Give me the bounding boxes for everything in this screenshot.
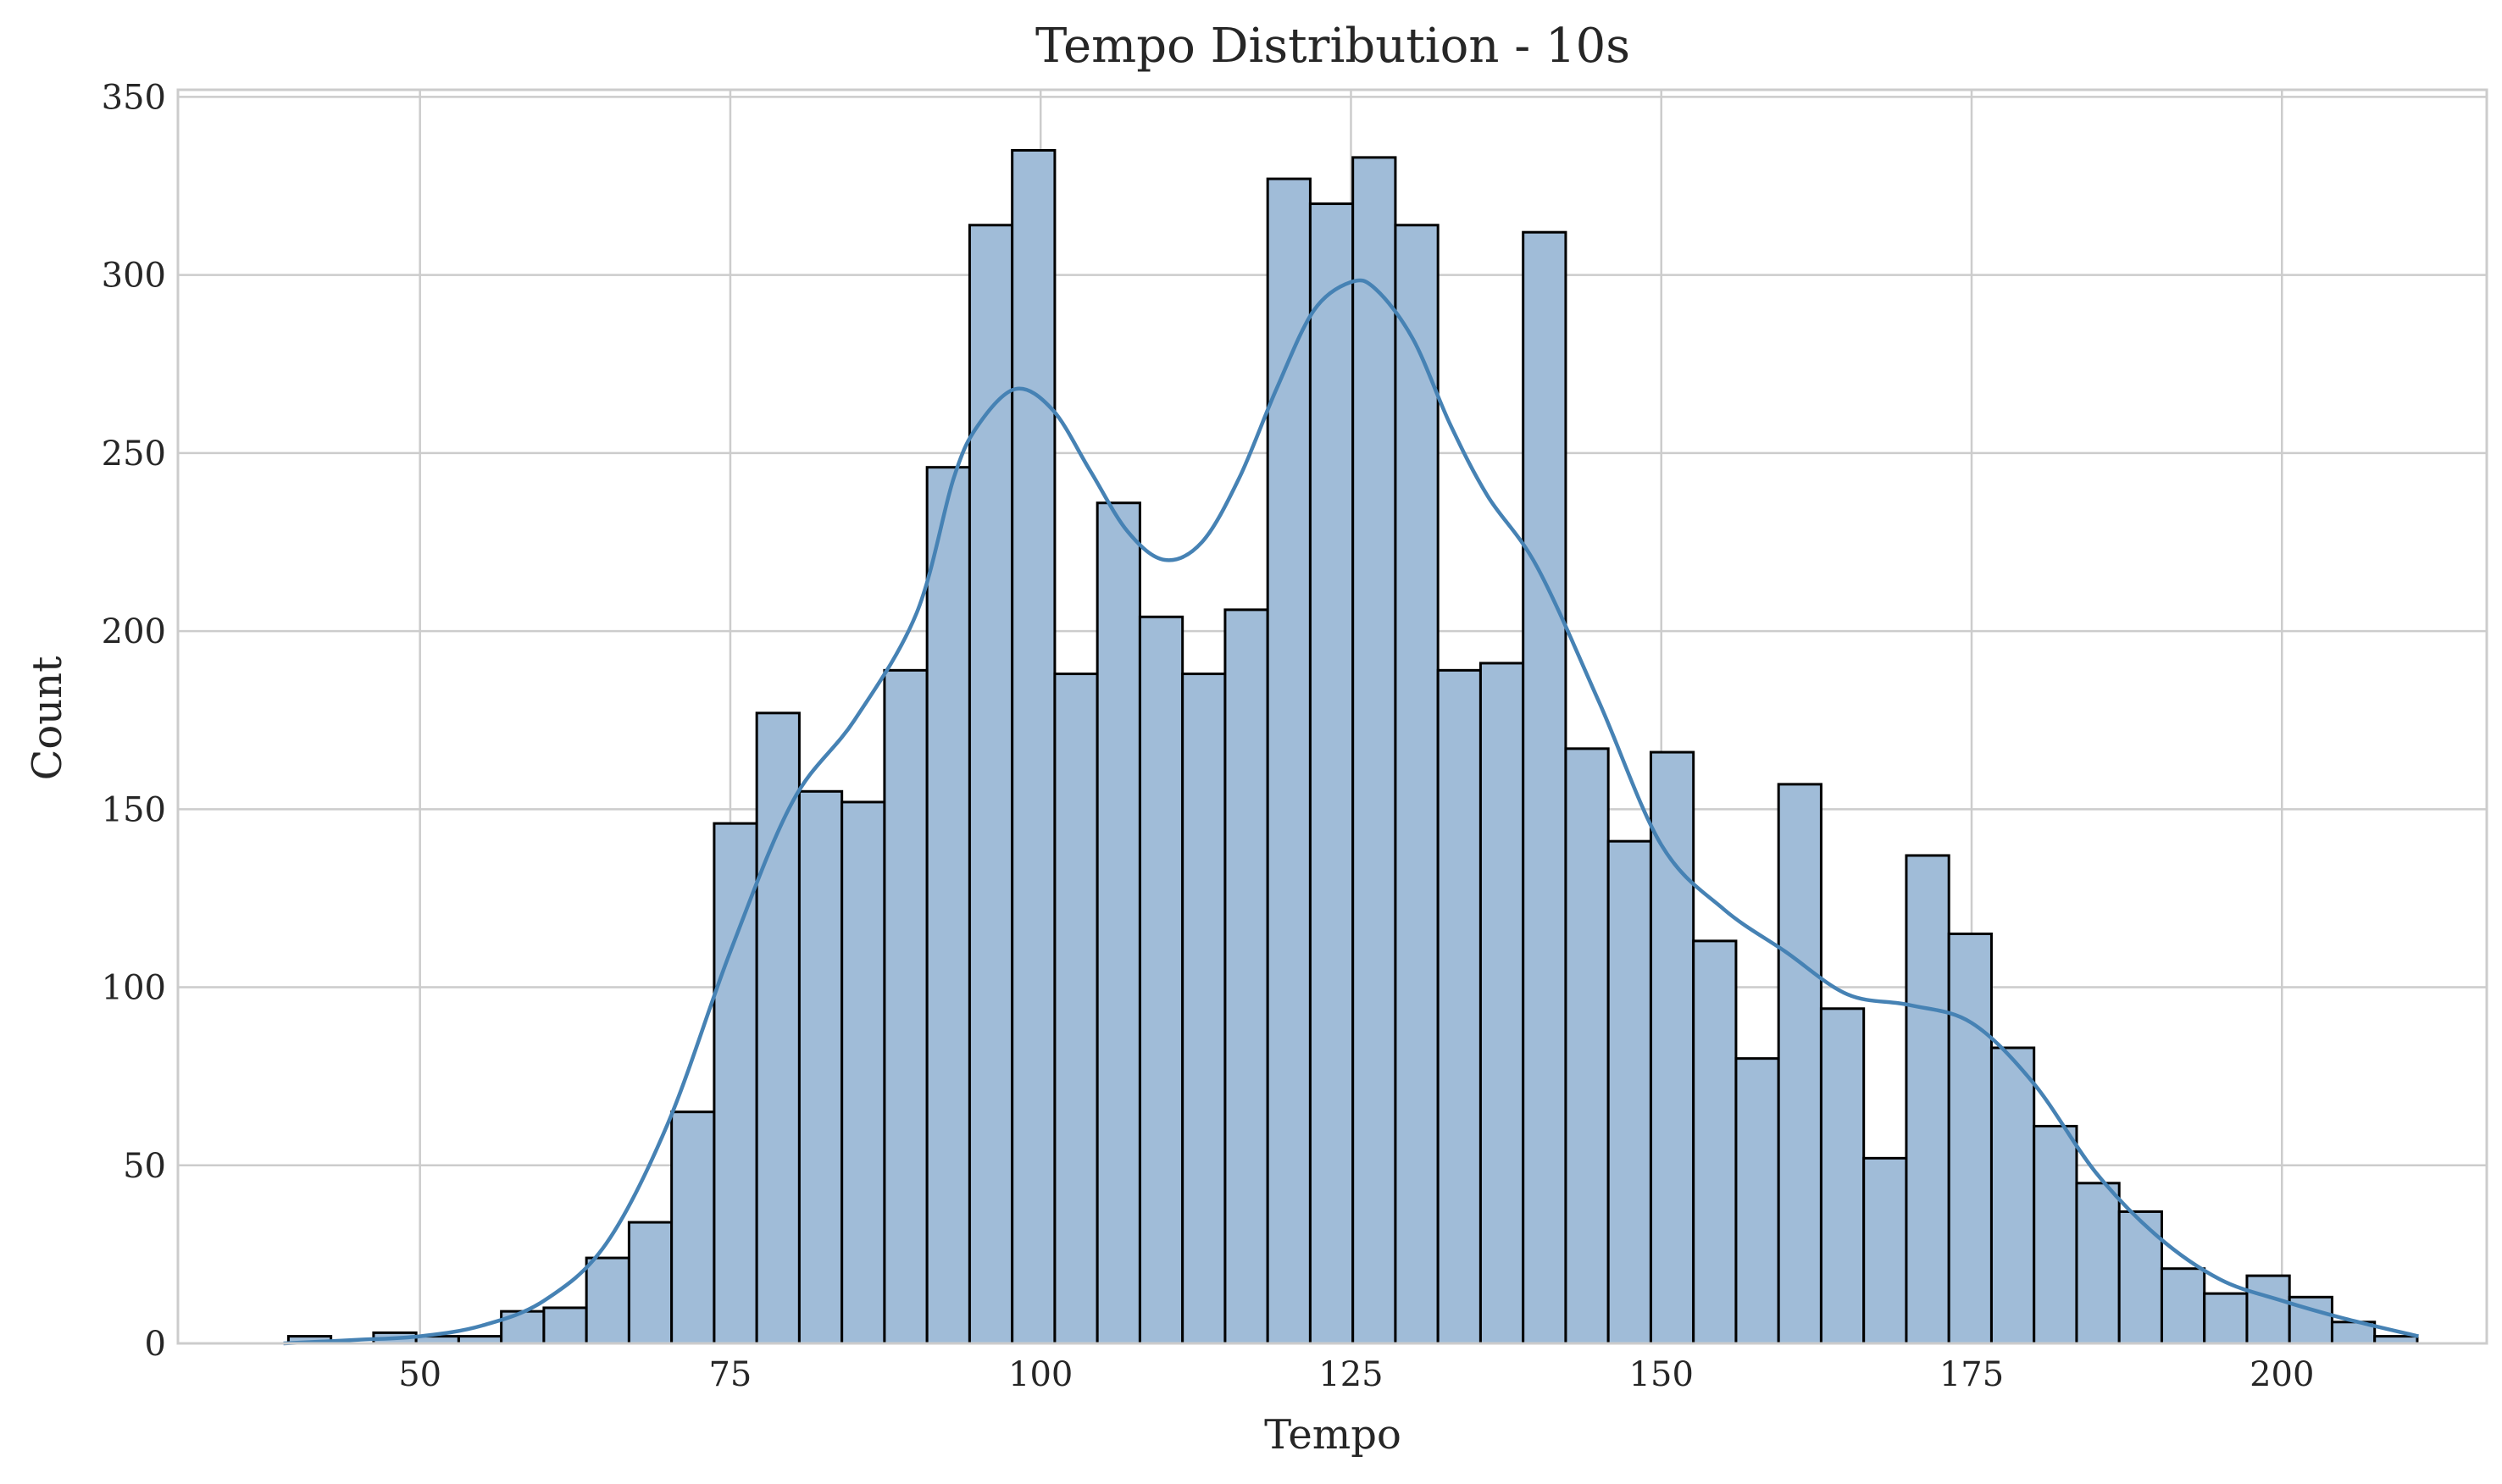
histogram-bar (2160, 1267, 2206, 1345)
histogram-bar (1522, 230, 1567, 1345)
histogram-bar (1394, 224, 1440, 1345)
histogram-bar (1862, 1156, 1908, 1345)
histogram-bar (1011, 148, 1057, 1345)
histogram-bar (670, 1110, 716, 1345)
kde-curve-group (283, 278, 2419, 1346)
x-tick-label: 175 (1939, 1355, 2004, 1394)
histogram-bar (1266, 177, 1312, 1345)
histogram-bar (1989, 1046, 2036, 1345)
histogram-bar (883, 668, 929, 1345)
x-tick-label: 50 (398, 1355, 441, 1394)
histogram-bar (1777, 783, 1822, 1345)
y-tick-label: 200 (102, 612, 166, 651)
histogram-bar (2117, 1210, 2163, 1345)
histogram-bar (1223, 608, 1269, 1345)
x-tick-label: 75 (708, 1355, 752, 1394)
histogram-bar (1053, 673, 1099, 1345)
histogram-bar (925, 466, 971, 1345)
x-axis-label: Tempo (1264, 1411, 1401, 1459)
x-tick-label: 100 (1008, 1355, 1073, 1394)
plot-frame (176, 88, 2488, 1345)
y-tick-label: 0 (145, 1325, 166, 1364)
histogram-bar (1308, 202, 1355, 1345)
histogram-bar (1692, 939, 1738, 1345)
histogram-bar (1564, 747, 1610, 1345)
y-tick-labels: 0 50 100 150 200 250 300 350 (102, 78, 166, 1364)
y-tick-label: 350 (102, 78, 166, 117)
histogram-bar (755, 712, 801, 1345)
histogram-bar (1436, 668, 1482, 1345)
histogram-bar (2245, 1274, 2291, 1345)
y-tick-label: 50 (123, 1147, 166, 1186)
y-tick-label: 300 (102, 257, 166, 296)
histogram-bar (1138, 615, 1184, 1345)
histogram-bars (286, 148, 2419, 1345)
histogram-bar (1734, 1057, 1780, 1345)
x-tick-label: 125 (1318, 1355, 1383, 1394)
histogram-bar (2033, 1125, 2078, 1345)
histogram-bar (713, 822, 758, 1345)
chart-title: Tempo Distribution - 10s (1035, 19, 1630, 74)
histogram-bar (1819, 1007, 1866, 1345)
y-tick-label: 150 (102, 790, 166, 829)
x-tick-labels: 50 75 100 125 150 175 200 (398, 1355, 2314, 1394)
y-axis-label: Count (24, 656, 71, 781)
x-tick-label: 150 (1629, 1355, 1694, 1394)
histogram-bar (2075, 1182, 2121, 1345)
histogram-bar (968, 224, 1014, 1345)
histogram-bar (1905, 854, 1950, 1345)
histogram-bar (1478, 662, 1525, 1345)
histogram-bar (627, 1221, 674, 1345)
y-tick-label: 250 (102, 435, 166, 473)
y-tick-label: 100 (102, 969, 166, 1008)
histogram-bar (1606, 839, 1652, 1345)
histogram-bar (585, 1256, 630, 1345)
histogram-bar (1181, 673, 1227, 1345)
histogram-bar (1351, 156, 1397, 1345)
histogram-bar (542, 1306, 588, 1345)
histogram-bar (2203, 1292, 2249, 1345)
x-tick-label: 200 (2250, 1355, 2314, 1394)
histogram-bar (1947, 932, 1993, 1345)
histogram-bar (1096, 501, 1141, 1345)
histogram-bar (797, 789, 844, 1345)
kde-curve (283, 278, 2419, 1346)
histogram-bar (840, 800, 886, 1345)
